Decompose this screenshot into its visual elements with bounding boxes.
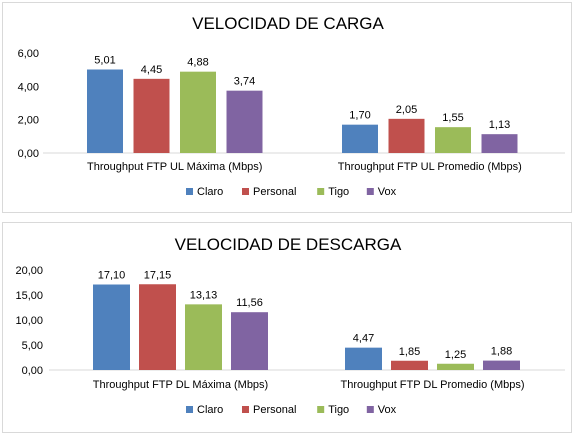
bar-vox: [226, 90, 263, 153]
category-label: Throughput FTP UL Máxima (Mbps): [87, 161, 262, 173]
legend-label: Personal: [253, 186, 296, 198]
data-label: 1,88: [491, 346, 512, 358]
download-speed-chart: VELOCIDAD DE DESCARGA 0,00 5,00 10,00 15,00 2…: [15, 235, 565, 416]
chart-title: VELOCIDAD DE CARGA: [192, 14, 384, 33]
category-label: Throughput FTP DL Promedio (Mbps): [340, 379, 524, 391]
bar-tigo: [435, 127, 471, 153]
bar-tigo: [437, 363, 474, 370]
bar-vox: [483, 360, 520, 370]
y-tick-label: 4,00: [18, 81, 39, 93]
bar-claro: [342, 124, 378, 153]
bar-tigo: [180, 71, 216, 153]
y-tick-label: 15,00: [15, 290, 43, 302]
legend-label: Claro: [197, 404, 223, 416]
chart-title: VELOCIDAD DE DESCARGA: [175, 235, 402, 254]
data-label: 1,70: [349, 110, 370, 122]
download-speed-chart-panel: VELOCIDAD DE DESCARGA 0,00 5,00 10,00 15,00 2…: [2, 222, 572, 433]
bar-claro: [93, 284, 130, 370]
bar-claro: [87, 69, 123, 153]
bar-personal: [388, 118, 425, 153]
data-label: 17,15: [144, 269, 172, 281]
legend-label: Tigo: [328, 186, 349, 198]
y-tick-label: 5,00: [22, 340, 43, 352]
legend-swatch-claro: [186, 188, 193, 195]
data-label: 5,01: [94, 55, 115, 67]
y-tick-label: 0,00: [18, 148, 39, 160]
bar-tigo: [185, 304, 222, 370]
upload-speed-chart: VELOCIDAD DE CARGA 0,00 2,00 4,00 6,00 5,01 4,…: [18, 14, 565, 198]
y-tick-label: 20,00: [15, 265, 43, 277]
bar-vox: [231, 312, 268, 370]
bar-personal: [391, 360, 428, 370]
y-tick-label: 6,00: [18, 48, 39, 60]
data-label: 11,56: [236, 297, 263, 309]
legend-swatch-vox: [366, 406, 374, 413]
y-tick-label: 10,00: [15, 315, 43, 327]
y-tick-label: 0,00: [22, 365, 43, 377]
bar-personal: [139, 284, 176, 370]
legend-label: Claro: [197, 186, 223, 198]
data-label: 4,47: [353, 333, 374, 345]
bar-personal: [133, 78, 170, 153]
legend-swatch-tigo: [317, 188, 325, 195]
legend-swatch-claro: [186, 406, 193, 413]
data-label: 17,10: [98, 270, 126, 282]
legend-label: Personal: [253, 404, 296, 416]
legend-label: Tigo: [328, 404, 349, 416]
data-label: 1,85: [399, 346, 420, 358]
upload-speed-chart-panel: VELOCIDAD DE CARGA 0,00 2,00 4,00 6,00 5,01 4,…: [2, 2, 572, 213]
bar-vox: [481, 134, 518, 153]
data-label: 4,88: [187, 57, 208, 69]
data-label: 2,05: [396, 104, 417, 116]
data-label: 1,13: [489, 119, 510, 131]
legend-swatch-personal: [242, 188, 249, 195]
bar-claro: [345, 347, 382, 370]
legend-label: Vox: [378, 404, 397, 416]
data-label: 1,25: [445, 349, 466, 361]
legend-swatch-tigo: [317, 406, 325, 413]
legend-swatch-vox: [366, 188, 374, 195]
data-label: 3,74: [234, 76, 255, 88]
y-tick-label: 2,00: [18, 115, 39, 127]
data-label: 13,13: [190, 289, 218, 301]
category-label: Throughput FTP DL Máxima (Mbps): [93, 379, 268, 391]
category-label: Throughput FTP UL Promedio (Mbps): [338, 161, 522, 173]
data-label: 4,45: [141, 64, 162, 76]
data-label: 1,55: [442, 112, 463, 124]
legend-swatch-personal: [242, 406, 249, 413]
legend-label: Vox: [378, 186, 397, 198]
